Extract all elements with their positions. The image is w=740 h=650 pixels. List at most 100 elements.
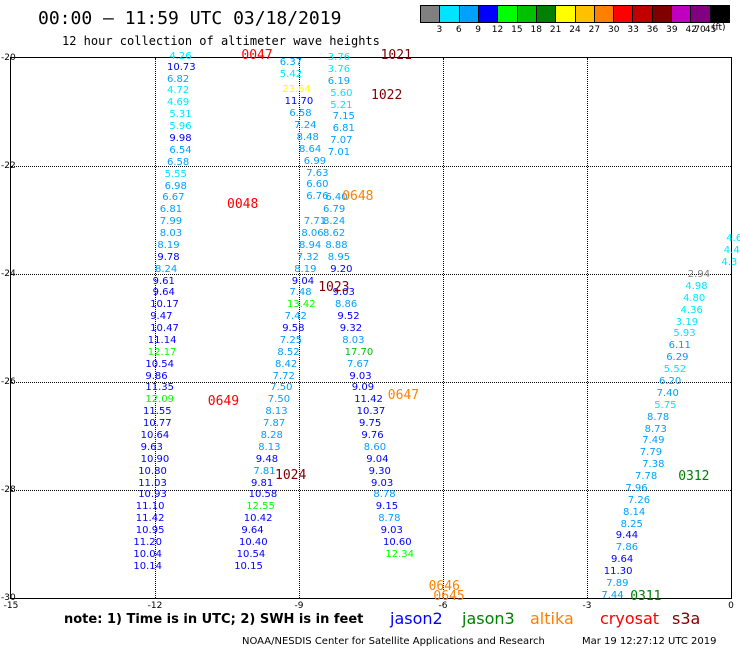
legend-label: 24 xyxy=(569,25,581,35)
wave-height-value: 9.03 xyxy=(371,477,394,489)
legend-swatch xyxy=(536,6,557,22)
wave-height-value: 10.95 xyxy=(135,525,165,537)
legend-label: 21 xyxy=(549,25,562,35)
pass-label: 0649 xyxy=(207,394,240,410)
wave-height-value: 10.40 xyxy=(239,536,268,548)
wave-height-value: 9.78 xyxy=(157,251,180,263)
pass-label: 0648 xyxy=(342,188,374,204)
footer-note: note: 1) Time is in UTC; 2) SWH is in fe… xyxy=(64,612,364,627)
gridline-horizontal xyxy=(11,274,731,275)
x-tick-label: -12 xyxy=(147,601,163,611)
wave-height-value: 7.42 xyxy=(284,311,307,323)
wave-height-value: 10.47 xyxy=(150,323,179,335)
wave-height-value: 12.09 xyxy=(145,394,175,406)
legend-label: 12 xyxy=(491,25,504,35)
wave-height-value: 10.14 xyxy=(133,560,163,572)
wave-height-value: 8.64 xyxy=(299,143,322,155)
gridline-horizontal xyxy=(11,166,731,167)
wave-height-value: 8.88 xyxy=(325,239,348,251)
wave-height-value: 11.10 xyxy=(135,501,165,513)
wave-height-value: 9.61 xyxy=(152,275,175,287)
wave-height-value: 5.21 xyxy=(330,99,353,111)
wave-height-value: 11.14 xyxy=(147,334,177,346)
legend-swatch xyxy=(498,6,518,22)
wave-height-value: 7.89 xyxy=(606,577,629,589)
wave-height-value: 5.55 xyxy=(164,168,187,180)
wave-height-value: 5.31 xyxy=(169,109,192,121)
wave-height-value: 4.6 xyxy=(726,233,740,245)
wave-height-value: 6.82 xyxy=(167,73,190,85)
wave-height-value: 9.64 xyxy=(241,525,264,537)
wave-height-value: 9.44 xyxy=(615,530,639,542)
wave-height-value: 6.20 xyxy=(659,376,682,387)
wave-height-value: 11.55 xyxy=(143,406,172,418)
legend-label: 30 xyxy=(608,25,620,35)
wave-height-value: 4.36 xyxy=(680,304,703,316)
legend-swatch xyxy=(556,6,576,22)
wave-height-value: 7.67 xyxy=(347,358,370,370)
legend-swatch xyxy=(421,6,441,22)
wave-height-value: 8.73 xyxy=(644,423,667,435)
wave-height-value: 6.79 xyxy=(323,204,346,216)
wave-height-value: 11.70 xyxy=(284,96,314,108)
pass-label: 1021 xyxy=(380,48,412,64)
wave-height-value: 11.42 xyxy=(135,513,165,525)
wave-height-value: 7.86 xyxy=(615,542,639,554)
wave-height-value: 2.94 xyxy=(687,269,711,281)
legend-label: 18 xyxy=(530,25,542,35)
wave-height-value: 5.75 xyxy=(654,399,677,411)
wave-height-value: 10.64 xyxy=(140,430,170,441)
wave-height-value: 8.28 xyxy=(260,430,283,441)
legend-label: 27 xyxy=(588,25,601,35)
wave-height-value: 9.32 xyxy=(339,323,363,335)
y-tick-label: -30 xyxy=(1,593,16,603)
wave-height-value: 9.04 xyxy=(366,453,389,465)
wave-height-value: 7.87 xyxy=(263,418,286,430)
legend-unit: (ft) xyxy=(712,23,726,33)
satellite-legend-cryosat: cryosat xyxy=(600,609,660,628)
legend-label: 39 xyxy=(666,25,678,35)
wave-height-value: 7.07 xyxy=(330,135,353,147)
wave-height-value: 6.58 xyxy=(167,156,190,168)
wave-height-value: 8.25 xyxy=(620,518,643,530)
gridline-vertical xyxy=(443,58,444,598)
legend-swatch xyxy=(440,6,460,22)
wave-height-value: 8.78 xyxy=(373,489,396,501)
wave-height-value: 5.60 xyxy=(330,87,353,99)
wave-height-value: 9.30 xyxy=(368,465,391,477)
pass-label: 0647 xyxy=(387,387,420,403)
wave-height-value: 9.20 xyxy=(330,263,353,275)
wave-height-value: 8.13 xyxy=(265,406,288,418)
gridline-horizontal xyxy=(11,382,731,383)
pass-label: 0311 xyxy=(630,588,662,604)
legend-label: 70 xyxy=(694,25,706,35)
wave-height-value: 8.52 xyxy=(277,346,300,358)
wave-height-value: 10.37 xyxy=(356,406,386,418)
legend-label: 6 xyxy=(455,25,462,35)
wave-height-value: 9.81 xyxy=(251,477,274,489)
wave-height-value: 9.15 xyxy=(375,501,399,513)
wave-height-legend: 3 6 9 12 15 18 21 24 27 30 33 36 39 42 45 70 (ft) xyxy=(420,5,730,35)
legend-swatch xyxy=(575,6,595,22)
wave-height-value: 10.60 xyxy=(383,536,412,548)
wave-height-value: 9.03 xyxy=(349,370,372,382)
legend-swatch xyxy=(672,6,692,22)
legend-swatch xyxy=(459,6,479,22)
wave-height-value: 8.78 xyxy=(378,513,401,525)
legend-label: 36 xyxy=(646,25,659,35)
wave-height-value: 8.62 xyxy=(323,228,346,240)
wave-height-value: 9.03 xyxy=(332,287,355,299)
wave-height-value: 8.19 xyxy=(294,263,317,275)
wave-height-value: 9.64 xyxy=(611,554,634,566)
wave-height-value: 4.98 xyxy=(685,280,708,292)
legend-swatch xyxy=(633,6,653,22)
wave-height-value: 6.81 xyxy=(159,204,183,216)
wave-height-value: 8.13 xyxy=(258,441,281,453)
wave-height-value: 3.76 xyxy=(327,52,351,63)
wave-height-value: 8.24 xyxy=(323,216,346,228)
pass-label: 0047 xyxy=(241,48,273,64)
wave-height-value: 4.69 xyxy=(167,97,190,109)
wave-height-value: 7.48 xyxy=(289,287,312,299)
pass-label: 1022 xyxy=(371,87,403,103)
y-tick-label: -22 xyxy=(1,161,16,171)
